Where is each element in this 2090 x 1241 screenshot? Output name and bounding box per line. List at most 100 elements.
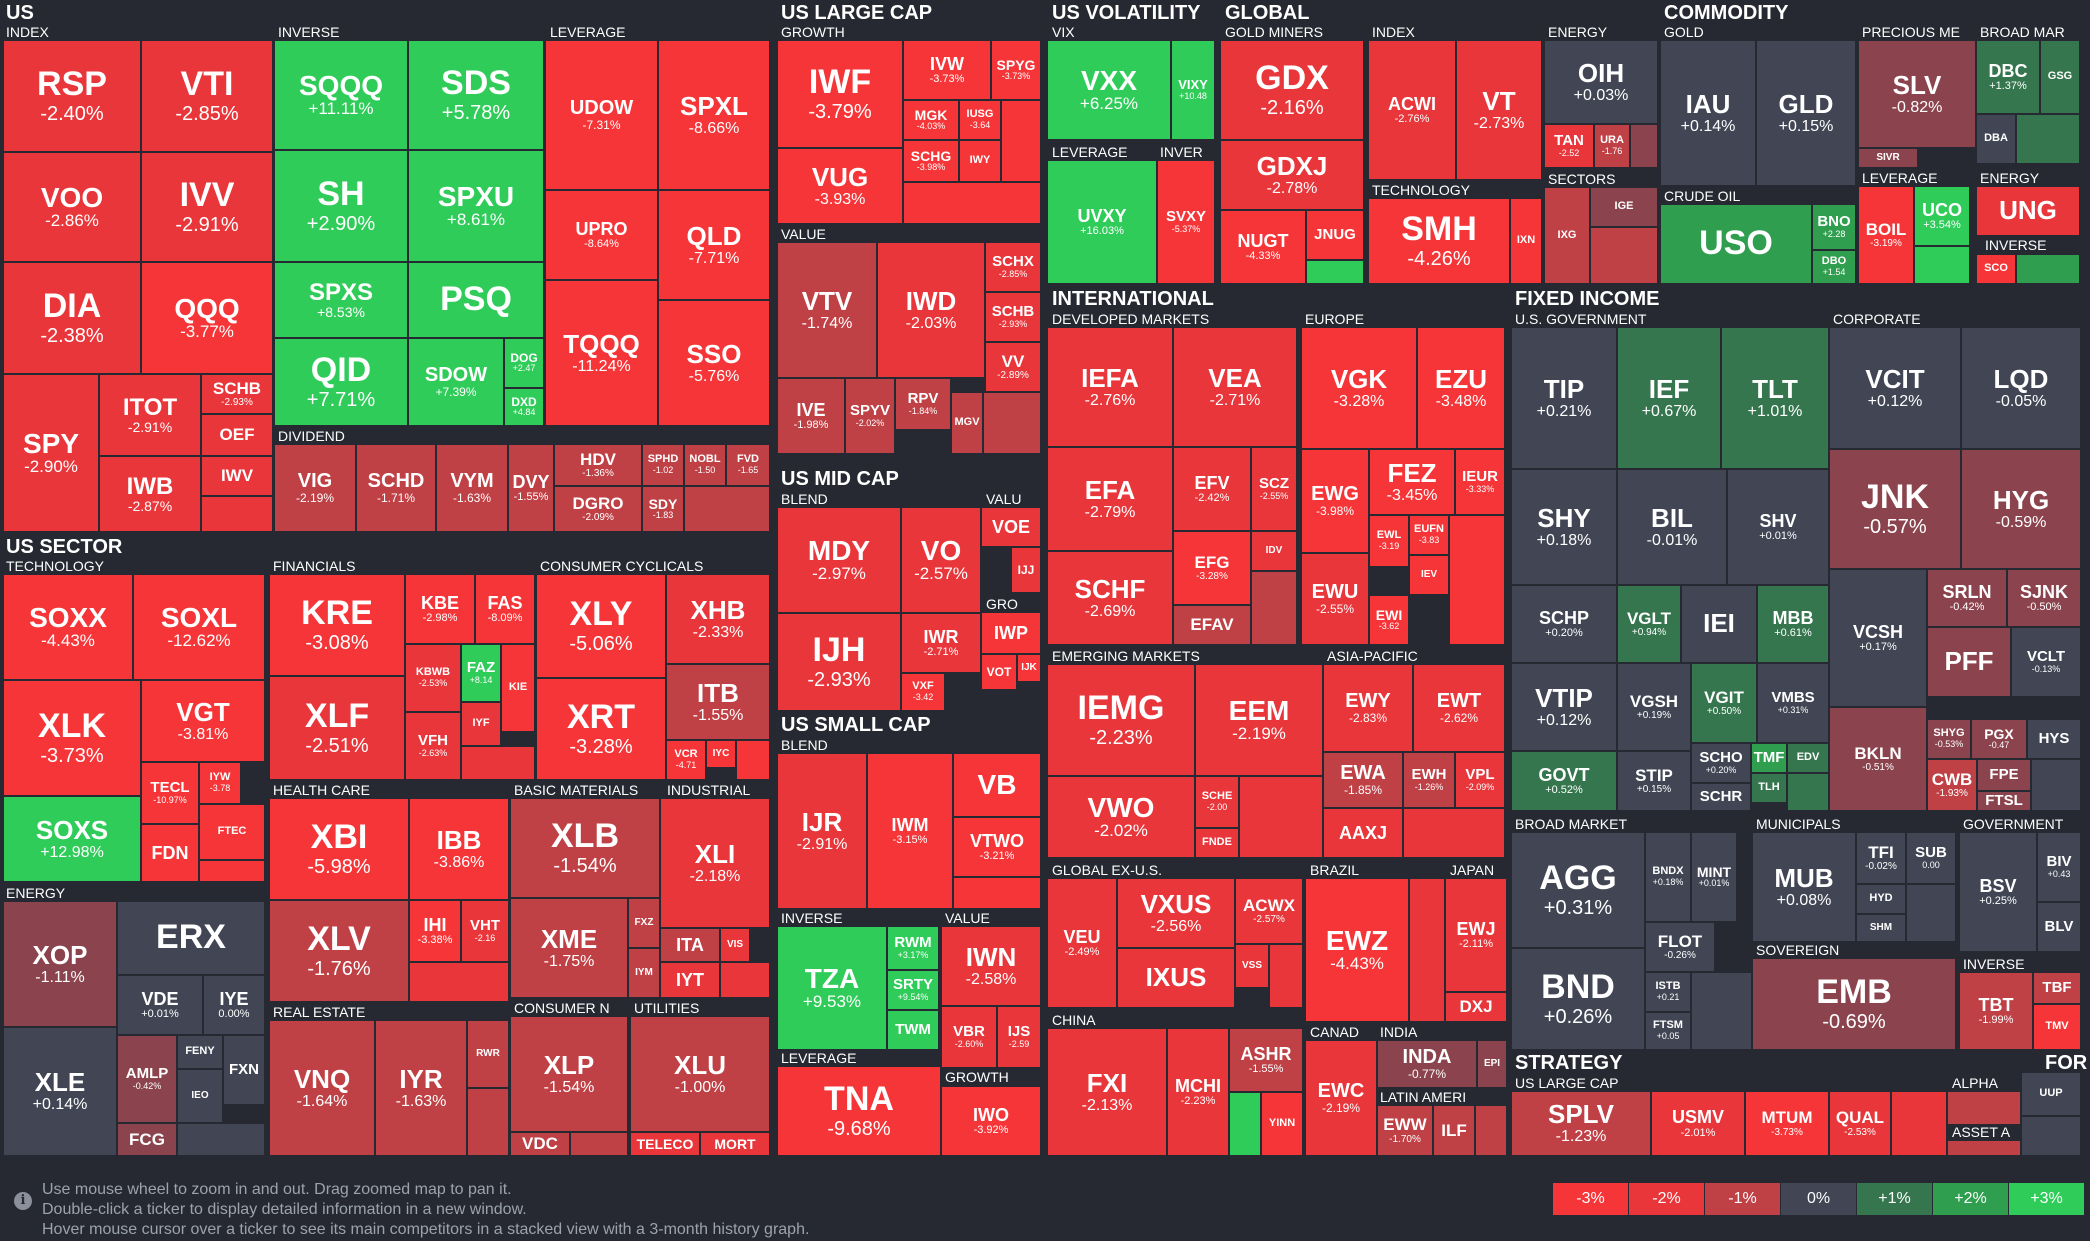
ticker-tile-svxy[interactable]: SVXY -5.37% xyxy=(1157,160,1215,284)
ticker-tile-schd[interactable]: SCHD -1.71% xyxy=(356,444,436,532)
ticker-tile-dba[interactable]: DBA xyxy=(1976,114,2016,164)
ticker-tile-shm[interactable]: SHM xyxy=(1856,914,1906,942)
ticker-tile-tecl[interactable]: TECL -10.97% xyxy=(141,762,199,824)
ticker-tile-epi[interactable]: EPI xyxy=(1477,1040,1507,1088)
ticker-tile[interactable] xyxy=(2016,254,2080,284)
ticker-tile[interactable] xyxy=(1229,1092,1261,1156)
ticker-tile-voe[interactable]: VOE xyxy=(981,507,1041,547)
ticker-tile-iwv[interactable]: IWV xyxy=(201,456,273,496)
ticker-tile-vixy[interactable]: VIXY +10.48 xyxy=(1171,40,1215,140)
ticker-tile-shyg[interactable]: SHYG -0.53% xyxy=(1927,719,1971,759)
ticker-tile-vtv[interactable]: VTV -1.74% xyxy=(777,242,877,378)
ticker-tile-schg[interactable]: SCHG -3.98% xyxy=(903,140,959,182)
ticker-tile-ewh[interactable]: EWH -1.26% xyxy=(1403,752,1455,808)
ticker-tile-ewi[interactable]: EWI -3.62 xyxy=(1369,595,1409,645)
ticker-tile-sqqq[interactable]: SQQQ +11.11% xyxy=(274,40,408,150)
ticker-tile-teleco[interactable]: TELECO xyxy=(630,1132,700,1156)
ticker-tile-xlb[interactable]: XLB -1.54% xyxy=(510,798,660,898)
ticker-tile-tza[interactable]: TZA +9.53% xyxy=(777,926,887,1050)
ticker-tile-ashr[interactable]: ASHR -1.55% xyxy=(1229,1028,1303,1092)
ticker-tile-xop[interactable]: XOP -1.11% xyxy=(3,901,117,1027)
ticker-tile-xrt[interactable]: XRT -3.28% xyxy=(536,678,666,780)
ticker-tile-ilf[interactable]: ILF xyxy=(1433,1105,1475,1156)
ticker-tile-ftec[interactable]: FTEC xyxy=(199,804,265,860)
ticker-tile[interactable] xyxy=(1906,884,1956,942)
ticker-tile[interactable] xyxy=(467,1088,509,1156)
ticker-tile-flot[interactable]: FLOT -0.26% xyxy=(1645,922,1715,972)
ticker-tile-kre[interactable]: KRE -3.08% xyxy=(269,574,405,676)
ticker-tile-vwo[interactable]: VWO -2.02% xyxy=(1047,776,1195,858)
ticker-tile[interactable] xyxy=(177,1123,265,1156)
ticker-tile-stip[interactable]: STIP +0.15% xyxy=(1617,751,1691,811)
ticker-tile-vo[interactable]: VO -2.57% xyxy=(901,507,981,613)
ticker-tile-vfh[interactable]: VFH -2.63% xyxy=(405,712,461,780)
ticker-tile[interactable] xyxy=(2016,114,2080,164)
ticker-tile-vym[interactable]: VYM -1.63% xyxy=(436,444,508,532)
ticker-tile[interactable] xyxy=(1251,571,1297,645)
ticker-tile-slv[interactable]: SLV -0.82% xyxy=(1858,40,1976,148)
ticker-tile-fxi[interactable]: FXI -2.13% xyxy=(1047,1028,1167,1156)
ticker-tile-sh[interactable]: SH +2.90% xyxy=(274,150,408,262)
ticker-tile-iyc[interactable]: IYC xyxy=(706,740,736,768)
ticker-tile-dbc[interactable]: DBC +1.37% xyxy=(1976,40,2040,114)
ticker-tile-sub[interactable]: SUB 0.00 xyxy=(1906,832,1956,884)
ticker-tile-soxs[interactable]: SOXS +12.98% xyxy=(3,796,141,882)
ticker-tile-ijh[interactable]: IJH -2.93% xyxy=(777,613,901,711)
ticker-tile-vpl[interactable]: VPL -2.09% xyxy=(1455,752,1505,808)
ticker-tile-qual[interactable]: QUAL -2.53% xyxy=(1829,1091,1891,1156)
ticker-tile-tqqq[interactable]: TQQQ -11.24% xyxy=(545,280,658,426)
ticker-tile-tbf[interactable]: TBF xyxy=(2033,972,2081,1004)
ticker-tile-fcg[interactable]: FCG xyxy=(117,1123,177,1156)
ticker-tile[interactable] xyxy=(2021,1116,2081,1156)
ticker-tile-vgk[interactable]: VGK -3.28% xyxy=(1301,327,1417,449)
ticker-tile-boil[interactable]: BOIL -3.19% xyxy=(1858,186,1914,284)
ticker-tile-vcr[interactable]: VCR -4.71 xyxy=(666,740,706,780)
ticker-tile-usmv[interactable]: USMV -2.01% xyxy=(1651,1091,1745,1156)
ticker-tile-mtum[interactable]: MTUM -3.73% xyxy=(1745,1091,1829,1156)
ticker-tile-ivw[interactable]: IVW -3.73% xyxy=(903,40,991,100)
ticker-tile[interactable] xyxy=(903,182,1041,224)
ticker-tile-udow[interactable]: UDOW -7.31% xyxy=(545,40,658,190)
ticker-tile-vdc[interactable]: VDC xyxy=(510,1132,570,1156)
ticker-tile-vgt[interactable]: VGT -3.81% xyxy=(141,680,265,762)
ticker-tile-gld[interactable]: GLD +0.15% xyxy=(1756,40,1856,186)
ticker-tile-amlp[interactable]: AMLP -0.42% xyxy=(117,1035,177,1123)
ticker-tile-sds[interactable]: SDS +5.78% xyxy=(408,40,544,150)
ticker-tile-iev[interactable]: IEV xyxy=(1409,555,1449,595)
ticker-tile-vclt[interactable]: VCLT -0.13% xyxy=(2011,627,2081,697)
ticker-tile-sdy[interactable]: SDY -1.83 xyxy=(642,486,684,532)
ticker-tile-srln[interactable]: SRLN -0.42% xyxy=(1927,569,2007,627)
ticker-tile[interactable] xyxy=(1914,246,1970,284)
ticker-tile-vea[interactable]: VEA -2.71% xyxy=(1173,327,1297,447)
ticker-tile-mort[interactable]: MORT xyxy=(700,1132,770,1156)
ticker-tile-vis[interactable]: VIS xyxy=(720,928,750,962)
ticker-tile-eww[interactable]: EWW -1.70% xyxy=(1377,1105,1433,1156)
ticker-tile-vxf[interactable]: VXF -3.42 xyxy=(901,673,945,711)
ticker-tile-iwf[interactable]: IWF -3.79% xyxy=(777,40,903,148)
ticker-tile-spxu[interactable]: SPXU +8.61% xyxy=(408,150,544,262)
ticker-tile-veu[interactable]: VEU -2.49% xyxy=(1047,878,1117,1008)
ticker-tile-yinn[interactable]: YINN xyxy=(1261,1092,1303,1156)
ticker-tile[interactable] xyxy=(736,740,770,780)
ticker-tile-feny[interactable]: FENY xyxy=(177,1035,223,1069)
ticker-tile-uso[interactable]: USO xyxy=(1660,204,1812,284)
ticker-tile-vnq[interactable]: VNQ -1.64% xyxy=(269,1020,375,1156)
ticker-tile-hyg[interactable]: HYG -0.59% xyxy=(1961,449,2081,569)
ticker-tile-sjnk[interactable]: SJNK -0.50% xyxy=(2007,569,2081,627)
ticker-tile-fvd[interactable]: FVD -1.65 xyxy=(726,444,770,486)
ticker-tile-dog[interactable]: DOG +2.47 xyxy=(504,338,544,388)
ticker-tile-shv[interactable]: SHV +0.01% xyxy=(1727,469,1829,585)
ticker-tile-itot[interactable]: ITOT -2.91% xyxy=(99,374,201,456)
ticker-tile-iwo[interactable]: IWO -3.92% xyxy=(941,1086,1041,1156)
ticker-tile-tan[interactable]: TAN -2.52 xyxy=(1544,124,1594,168)
ticker-tile-iwd[interactable]: IWD -2.03% xyxy=(877,242,985,378)
ticker-tile-aaxj[interactable]: AAXJ xyxy=(1323,808,1403,858)
ticker-tile-cwb[interactable]: CWB -1.93% xyxy=(1927,759,1977,811)
ticker-tile-tna[interactable]: TNA -9.68% xyxy=(777,1066,941,1156)
ticker-tile-ive[interactable]: IVE -1.98% xyxy=(777,378,845,454)
ticker-tile-vht[interactable]: VHT -2.16 xyxy=(461,900,509,962)
ticker-tile-iwb[interactable]: IWB -2.87% xyxy=(99,456,201,532)
ticker-tile-ief[interactable]: IEF +0.67% xyxy=(1617,327,1721,469)
ticker-tile-lqd[interactable]: LQD -0.05% xyxy=(1961,327,2081,449)
ticker-tile[interactable] xyxy=(684,486,770,532)
